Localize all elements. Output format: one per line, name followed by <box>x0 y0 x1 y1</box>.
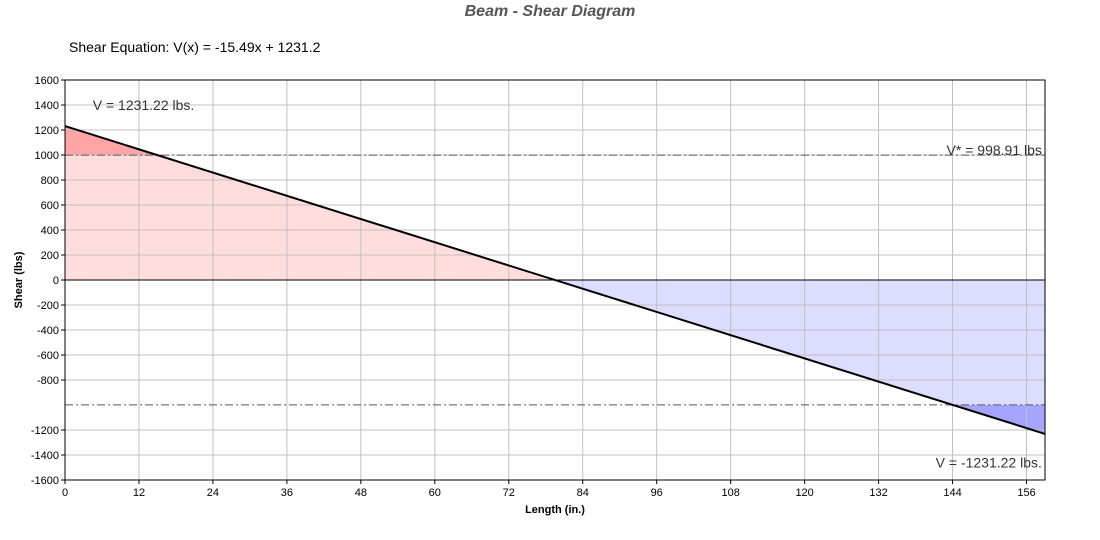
y-tick-label: 200 <box>41 250 59 262</box>
y-tick-label: 400 <box>41 225 59 237</box>
x-tick-label: 60 <box>429 487 441 499</box>
y-tick-label: -200 <box>37 300 59 312</box>
reference-lines <box>65 154 1045 406</box>
x-tick-label: 12 <box>133 487 145 499</box>
x-tick-label: 0 <box>62 487 68 499</box>
shear-equation: Shear Equation: V(x) = -15.49x + 1231.2 <box>69 39 321 55</box>
shear-line <box>64 125 1046 435</box>
x-tick-label: 156 <box>1017 487 1035 499</box>
y-tick-label: 1000 <box>35 150 59 162</box>
x-tick-label: 96 <box>651 487 663 499</box>
y-tick-label: 600 <box>41 200 59 212</box>
y-tick-label: 1200 <box>35 125 59 137</box>
annotation-label: V* = 998.91 lbs <box>947 142 1042 158</box>
y-axis-label: Shear (lbs) <box>13 251 25 308</box>
y-tick-label: -400 <box>37 325 59 337</box>
series-layer <box>64 125 1046 435</box>
y-tick-label: 800 <box>41 175 59 187</box>
x-tick-label: 120 <box>795 487 813 499</box>
y-tick-label: 1600 <box>35 75 59 87</box>
y-tick-label: -1400 <box>31 450 59 462</box>
annotation-label: V = 1231.22 lbs. <box>93 97 195 113</box>
x-tick-label: 24 <box>207 487 219 499</box>
annotations: V = 1231.22 lbs. V* = 998.91 lbs V = -1231… <box>93 97 1042 471</box>
x-tick-label: 48 <box>355 487 367 499</box>
y-tick-label: 1400 <box>35 100 59 112</box>
chart-title: Beam - Shear Diagram <box>464 3 636 20</box>
y-tick-label: -1200 <box>31 425 59 437</box>
tick-labels: 0 12 24 36 48 60 72 84 96 108 120 132 144 156 1600 1400… <box>31 75 1036 499</box>
x-tick-label: 84 <box>577 487 589 499</box>
y-tick-label: -1600 <box>31 475 59 487</box>
x-tick-label: 144 <box>943 487 961 499</box>
x-tick-label: 132 <box>869 487 887 499</box>
x-tick-label: 72 <box>503 487 515 499</box>
annotation-label: V = -1231.22 lbs. <box>936 455 1042 471</box>
y-tick-label: -800 <box>37 375 59 387</box>
x-tick-label: 108 <box>721 487 739 499</box>
y-tick-label: 0 <box>53 275 59 287</box>
x-tick-label: 36 <box>281 487 293 499</box>
x-axis-label: Length (in.) <box>525 504 585 516</box>
y-tick-label: -600 <box>37 350 59 362</box>
